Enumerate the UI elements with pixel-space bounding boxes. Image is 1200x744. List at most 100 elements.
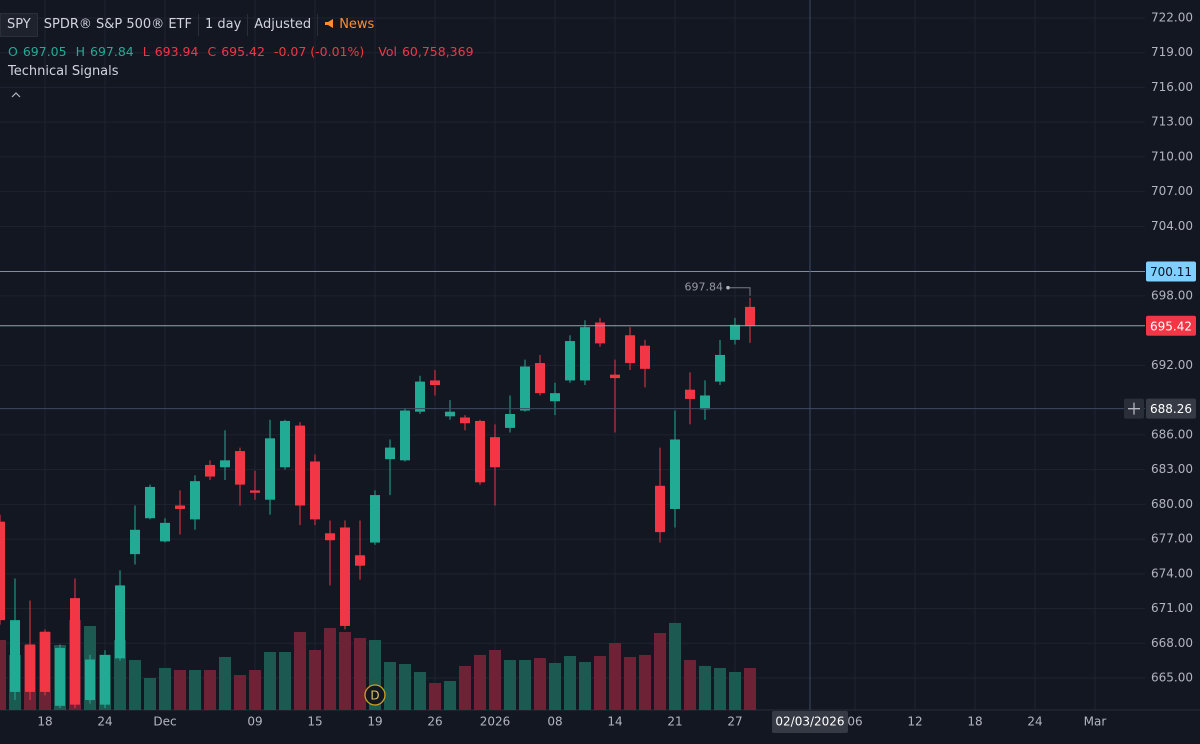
x-tick-label: Dec [153, 715, 176, 729]
collapse-caret[interactable] [11, 91, 21, 99]
adjustment[interactable]: Adjusted [248, 14, 319, 36]
volume-bar [654, 632, 666, 710]
candle-body [400, 410, 410, 461]
x-tick-label: 2026 [480, 715, 511, 729]
volume-bar [744, 667, 756, 710]
volume-bar [504, 660, 516, 710]
volume-label: Vol [378, 44, 397, 59]
candle-body [550, 393, 560, 402]
volume-bar [354, 637, 366, 710]
crosshair-x-box [772, 711, 848, 733]
event-marker [364, 684, 386, 706]
volume-bar [219, 656, 231, 710]
candle-body [100, 654, 110, 705]
volume-bar [594, 656, 606, 710]
y-tick-label: 665.00 [1151, 671, 1193, 685]
candle-body [535, 363, 545, 394]
signals[interactable]: Technical Signals [8, 64, 119, 79]
volume-bar [384, 662, 396, 710]
candle-body [415, 381, 425, 412]
candle-body [70, 598, 80, 705]
x-tick-label: 26 [427, 715, 442, 729]
y-tick-label: 710.00 [1151, 149, 1193, 163]
volume-bar [204, 669, 216, 710]
volume-bar [624, 656, 636, 710]
volume-bar [324, 628, 336, 710]
candle-body [430, 380, 440, 386]
signals-label: Technical Signals [8, 64, 119, 79]
y-tick-label: 707.00 [1151, 184, 1193, 198]
instrument-name: SPDR® S&P 500® ETF [38, 14, 199, 36]
volume-value: 60,758,369 [401, 44, 474, 59]
x-tick-label: 24 [1027, 715, 1042, 729]
candle-body [715, 354, 725, 382]
ohlc-label: H [75, 44, 85, 59]
candle-body [700, 395, 710, 410]
symbol[interactable]: SPY [0, 13, 38, 37]
ohlc-label: L [142, 44, 150, 59]
y-tick-label: 716.00 [1151, 80, 1193, 94]
volume-bar [534, 658, 546, 710]
x-tick-label: Mar [1084, 715, 1107, 729]
volume-bar [234, 675, 246, 710]
ohlc-value: 695.42 [221, 44, 265, 59]
candle-body [385, 447, 395, 460]
volume-bar [129, 660, 141, 710]
candle-body [295, 425, 305, 506]
volume-bar [249, 669, 261, 710]
x-tick-label: 14 [607, 715, 622, 729]
candle-body [745, 306, 755, 326]
candle-body [475, 420, 485, 483]
high-marker-label: 697.84 [685, 281, 724, 294]
y-tick-label: 692.00 [1151, 358, 1193, 372]
interval[interactable]: 1 day [199, 14, 249, 36]
volume-bar [144, 677, 156, 710]
volume-bar [399, 664, 411, 710]
price-label-box [1146, 315, 1196, 336]
ohlc-value: 697.05 [22, 44, 67, 59]
y-tick-label: 680.00 [1151, 497, 1193, 511]
volume-bar [669, 622, 681, 710]
news-label: News [339, 17, 375, 32]
candle-body [145, 486, 155, 519]
volume-bar [579, 662, 591, 710]
volume-bar [684, 660, 696, 710]
candle-body [445, 411, 455, 417]
high-marker-dot [726, 285, 730, 290]
ohlc-row: O 697.05 H 697.84 L 693.94 C 695.42 -0.07 (-… [8, 44, 479, 59]
candle-body [580, 327, 590, 381]
volume-bar [639, 654, 651, 710]
candle-body [310, 461, 320, 520]
x-tick-label: 24 [97, 715, 112, 729]
volume-bar [549, 662, 561, 710]
candle-body [40, 631, 50, 692]
y-tick-label: 671.00 [1151, 601, 1193, 615]
news-button[interactable]: News [318, 14, 380, 36]
candle-body [55, 647, 65, 706]
ohlc-value: 697.84 [90, 44, 134, 59]
candle-body [565, 341, 575, 381]
candle-body [220, 460, 230, 468]
x-tick-label: 08 [547, 715, 562, 729]
candle-body [505, 414, 515, 428]
candle-body [340, 527, 350, 626]
candle-body [235, 451, 245, 485]
candle-body [520, 366, 530, 411]
x-tick-label: 18 [37, 715, 52, 729]
y-tick-label: 698.00 [1151, 288, 1193, 302]
candle-body [355, 555, 365, 566]
y-tick-label: 677.00 [1151, 532, 1193, 546]
y-tick-label: 683.00 [1151, 462, 1193, 476]
x-tick-label: 18 [967, 715, 982, 729]
price-label: 695.42 [1150, 319, 1192, 333]
crosshair-y-box [1146, 398, 1196, 419]
candle-body [10, 620, 20, 692]
volume-bar [609, 643, 621, 710]
y-tick-label: 722.00 [1151, 10, 1193, 24]
volume-bar [519, 660, 531, 710]
x-tick-label: 27 [727, 715, 742, 729]
candle-body [595, 322, 605, 344]
y-tick-label: 704.00 [1151, 219, 1193, 233]
